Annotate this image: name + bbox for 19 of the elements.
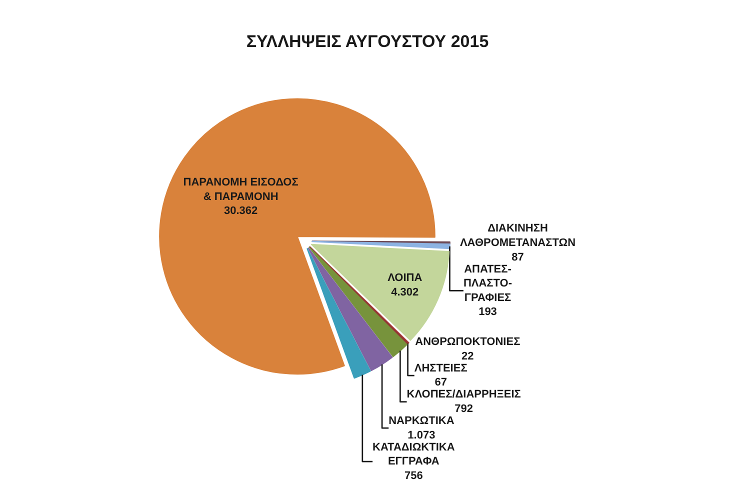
- slice-label: ΛΟΙΠΑ: [388, 272, 422, 284]
- data-label: 193: [478, 306, 497, 318]
- data-label: 756: [404, 470, 423, 482]
- slice-label: ΠΑΡΑΝΟΜΗ ΕΙΣΟΔΟΣ & ΠΑΡΑΜΟΝΗ: [183, 176, 299, 203]
- slice-label: ΔΙΑΚΙΝΗΣΗ ΛΑΘΡΟΜΕΤΑΝΑΣΤΩΝ: [460, 222, 576, 249]
- data-label: 87: [512, 251, 524, 264]
- data-label: 30.362: [224, 205, 258, 218]
- slice-label: ΛΗΣΤΕΙΕΣ: [414, 362, 468, 374]
- slice-label: ΝΑΡΚΩΤΙΚΑ: [388, 414, 454, 427]
- data-label: 4.302: [391, 286, 419, 298]
- slice-label: ΚΑΤΑΔΙΩΚΤΙΚΑ ΕΓΓΡΑΦΑ: [372, 441, 455, 468]
- data-label: 792: [454, 402, 473, 415]
- slice-label: ΚΛΟΠΕΣ/ΔΙΑΡΡΗΞΕΙΣ: [406, 388, 522, 401]
- data-label: 67: [434, 376, 447, 389]
- slice-label: ΑΝΘΡΩΠΟΚΤΟΝΙΕΣ: [415, 336, 521, 348]
- data-label: 22: [462, 350, 474, 362]
- slice-label: ΑΠΑΤΕΣ- ΠΛΑΣΤΟ- ΓΡΑΦΙΕΣ: [463, 263, 512, 304]
- data-label: 1.073: [408, 429, 436, 442]
- chart-title: ΣΥΛΛΗΨΕΙΣ ΑΥΓΟΥΣΤΟΥ 2015: [246, 32, 489, 52]
